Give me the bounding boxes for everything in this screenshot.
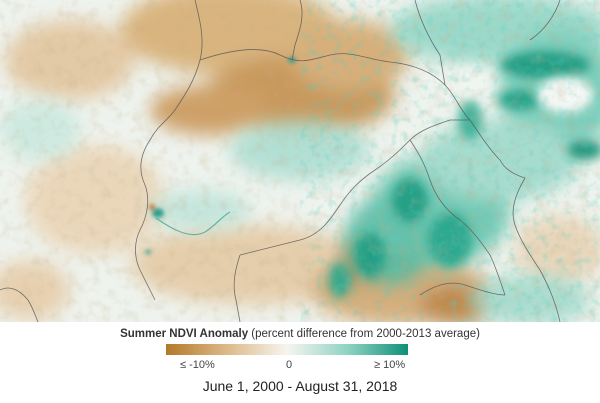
color-scale-bar	[166, 344, 408, 355]
date-range-caption: June 1, 2000 - August 31, 2018	[202, 378, 398, 394]
ndvi-anomaly-map	[0, 0, 600, 322]
river	[155, 211, 231, 236]
color-scale-gradient	[166, 344, 408, 355]
legend-title-detail: (percent difference from 2000-2013 avera…	[248, 328, 480, 340]
lake-west	[152, 208, 164, 218]
legend-title: Summer NDVI Anomaly (percent difference …	[0, 328, 600, 340]
scale-label-zero: 0	[286, 359, 293, 371]
country-borders	[0, 0, 561, 322]
scale-label-max: ≥ 10%	[374, 359, 406, 371]
texture-green	[300, 0, 600, 322]
scale-label-min: ≤ -10%	[180, 359, 215, 371]
legend: Summer NDVI Anomaly (percent difference …	[0, 322, 600, 403]
legend-title-main: Summer NDVI Anomaly	[120, 328, 249, 340]
